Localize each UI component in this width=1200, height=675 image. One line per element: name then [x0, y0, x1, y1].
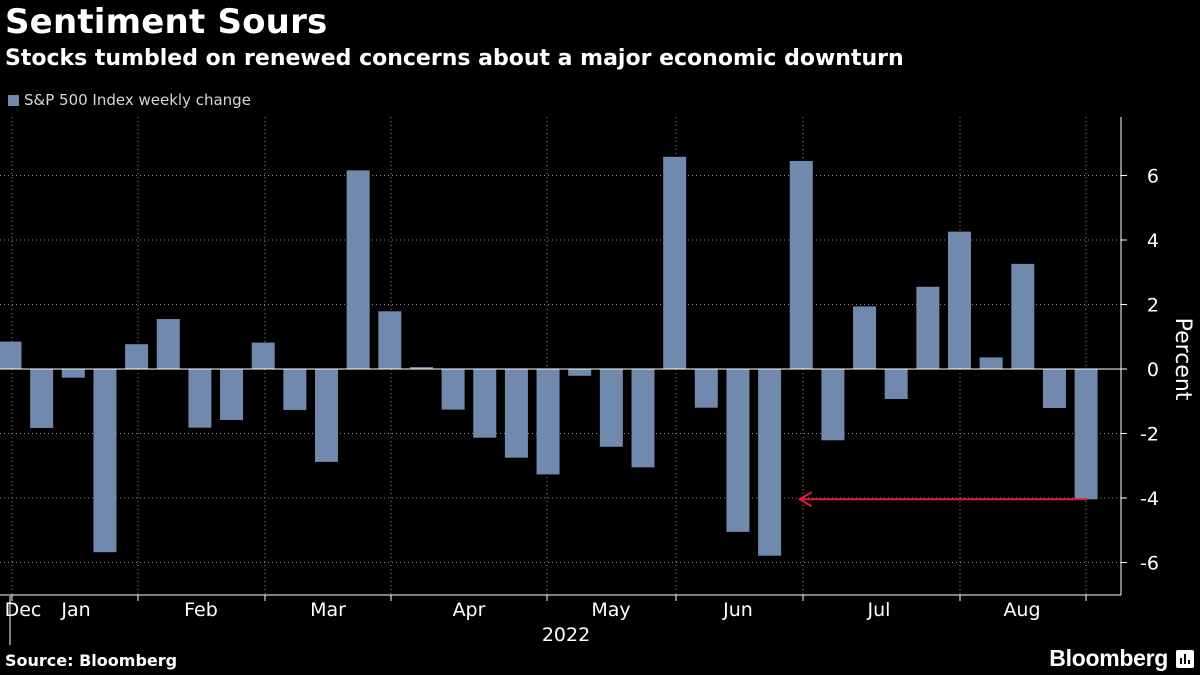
legend-swatch: [8, 94, 19, 106]
legend-label: S&P 500 Index weekly change: [24, 91, 251, 109]
chart-subtitle: Stocks tumbled on renewed concerns about…: [5, 46, 904, 71]
x-tick-label: Feb: [184, 599, 218, 621]
y-tick-label: 6: [1147, 166, 1159, 188]
brand-logo: Bloomberg: [1049, 645, 1168, 671]
bar-week-16: [473, 369, 497, 438]
x-tick-label: Jul: [867, 599, 891, 621]
x-tick-label: Apr: [453, 599, 486, 621]
bar-week-23: [694, 369, 718, 408]
bar-week-18: [536, 369, 560, 475]
y-tick-label: -6: [1140, 553, 1159, 575]
bar-week-4: [93, 369, 117, 553]
x-tick-label: Aug: [1003, 599, 1040, 621]
y-axis-label: Percent: [1170, 318, 1195, 401]
y-tick-label: -2: [1140, 424, 1159, 446]
bloomberg-icon: [1176, 650, 1194, 668]
legend: S&P 500 Index weekly change: [8, 91, 251, 109]
bar-week-13: [378, 311, 402, 369]
bar-week-31: [948, 231, 971, 369]
x-tick-label: May: [591, 599, 630, 621]
y-tick-label: 0: [1147, 359, 1159, 381]
bar-week-3: [61, 369, 85, 378]
bar-week-32: [979, 357, 1003, 369]
bar-week-15: [441, 369, 465, 410]
bar-week-35: [1074, 369, 1098, 500]
bar-week-33: [1011, 263, 1035, 369]
bar-week-30: [916, 286, 940, 369]
bar-week-24: [726, 369, 750, 532]
bar-week-11: [315, 369, 338, 462]
x-tick-label: Dec: [5, 599, 42, 621]
bar-week-34: [1042, 369, 1066, 409]
y-tick-label: 4: [1147, 230, 1159, 252]
bar-week-1: [0, 341, 22, 369]
bar-week-5: [125, 344, 149, 369]
bar-week-7: [188, 369, 212, 428]
bar-week-17: [504, 369, 528, 458]
year-label: 2022: [542, 624, 590, 646]
bar-week-12: [346, 170, 370, 369]
bar-week-19: [568, 369, 592, 376]
x-tick-label: Jan: [60, 599, 90, 621]
bar-week-26: [789, 160, 813, 369]
x-tick-label: Jun: [722, 599, 753, 621]
bar-week-2: [30, 369, 54, 429]
bar-week-14: [409, 367, 433, 369]
bar-week-21: [631, 369, 655, 468]
bar-week-22: [663, 156, 687, 369]
bar-week-9: [251, 342, 275, 369]
bar-week-6: [156, 319, 180, 369]
bar-week-29: [884, 369, 908, 399]
x-tick-label: Mar: [310, 599, 346, 621]
bar-week-10: [283, 369, 307, 410]
bar-week-20: [599, 369, 623, 447]
chart-title: Sentiment Sours: [5, 2, 328, 42]
annotation-arrow-head: [797, 491, 813, 508]
y-tick-label: -4: [1140, 488, 1159, 510]
bar-week-27: [821, 369, 845, 441]
y-tick-label: 2: [1147, 295, 1159, 317]
source-note: Source: Bloomberg: [5, 651, 178, 670]
bar-week-28: [853, 306, 877, 369]
bar-week-25: [758, 369, 782, 556]
bar-week-8: [220, 369, 244, 420]
